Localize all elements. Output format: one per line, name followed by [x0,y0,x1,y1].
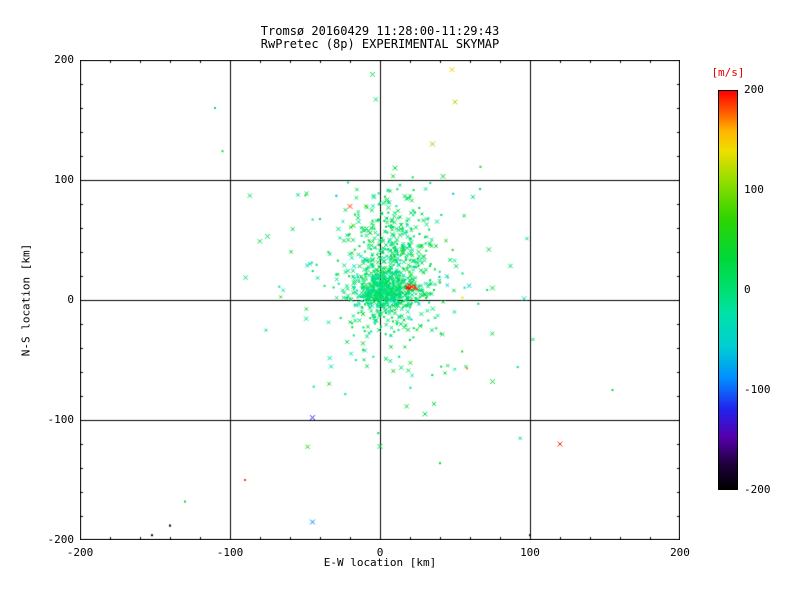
colorbar-tick-label: -200 [744,483,771,496]
colorbar-title: [m/s] [711,66,745,79]
plot-title: Tromsø 20160429 11:28:00-11:29:43 [260,24,500,38]
x-tick-label: 100 [520,546,540,559]
y-tick-label: 100 [54,173,74,186]
x-tick-label: 200 [670,546,690,559]
plot-subtitle: RwPretec (8p) EXPERIMENTAL SKYMAP [260,37,500,51]
colorbar-tick-label: 0 [744,283,751,296]
y-tick-label: 0 [67,293,74,306]
y-tick-label: -100 [47,413,75,426]
x-tick-label: 0 [376,546,384,559]
colorbar-tick-label: -100 [744,383,771,396]
colorbar-tick-label: 100 [744,183,764,196]
x-tick-label: -200 [66,546,94,559]
skymap-canvas [80,60,680,540]
y-tick-label: -200 [47,533,75,546]
colorbar [718,90,738,490]
skymap-plot [80,60,680,540]
x-axis-label: E-W location [km] [323,556,437,569]
colorbar-tick-label: 200 [744,83,764,96]
y-tick-label: 200 [54,53,74,66]
x-tick-label: -100 [216,546,244,559]
